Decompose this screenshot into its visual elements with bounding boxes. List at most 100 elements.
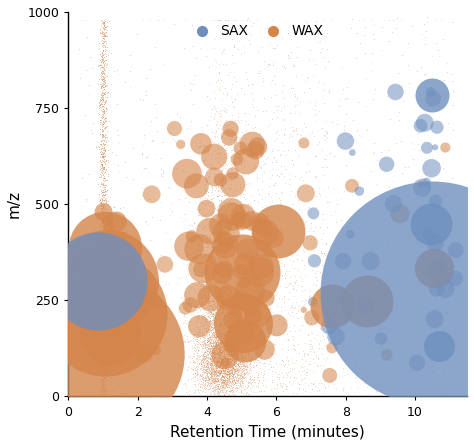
Point xyxy=(230,359,238,366)
Point xyxy=(233,211,240,218)
Point xyxy=(214,363,222,370)
Point xyxy=(216,111,224,118)
Point xyxy=(216,305,224,312)
Point xyxy=(228,337,236,344)
Point xyxy=(199,345,207,352)
Point xyxy=(228,236,236,244)
Point xyxy=(98,128,105,135)
Point xyxy=(201,338,208,345)
Point xyxy=(206,314,214,322)
Point xyxy=(227,135,235,142)
Point xyxy=(234,314,242,322)
Point xyxy=(98,160,105,167)
Point xyxy=(101,91,109,98)
Point xyxy=(226,315,234,322)
Point xyxy=(237,277,244,284)
Point xyxy=(223,364,231,371)
Point xyxy=(148,260,156,267)
Point xyxy=(216,323,223,330)
Point xyxy=(252,147,259,154)
Point xyxy=(205,318,213,325)
Point xyxy=(435,159,443,166)
Point xyxy=(230,357,237,364)
Point xyxy=(222,355,230,362)
Point xyxy=(103,89,111,96)
Point xyxy=(100,65,108,72)
Point xyxy=(303,351,311,358)
Point xyxy=(210,366,218,373)
Point xyxy=(208,342,215,349)
Point xyxy=(219,334,227,341)
Point xyxy=(238,275,246,282)
Point xyxy=(206,348,214,355)
Point xyxy=(216,384,223,391)
Point xyxy=(216,87,224,94)
Point xyxy=(205,306,213,313)
Point xyxy=(199,348,206,355)
Point xyxy=(213,358,221,365)
Point xyxy=(199,248,207,255)
Point xyxy=(99,157,107,165)
Point xyxy=(222,349,229,356)
Point xyxy=(198,301,206,308)
Point xyxy=(246,297,254,305)
Point xyxy=(223,210,231,217)
Point xyxy=(220,294,228,301)
Point xyxy=(240,294,248,301)
Point xyxy=(206,309,213,316)
Point xyxy=(230,377,238,384)
Point xyxy=(234,333,242,340)
Point xyxy=(229,370,237,377)
Point xyxy=(239,383,246,390)
Point xyxy=(308,319,315,326)
Point xyxy=(190,330,197,337)
Point xyxy=(226,289,233,297)
Point xyxy=(322,384,329,391)
Point xyxy=(237,273,244,280)
Point xyxy=(100,153,107,161)
Point xyxy=(232,346,239,353)
Point xyxy=(101,153,109,160)
Point xyxy=(196,387,203,394)
Point xyxy=(215,323,223,330)
Point xyxy=(236,357,244,364)
Point xyxy=(256,299,264,306)
Point xyxy=(209,282,217,289)
Point xyxy=(97,293,105,300)
Point xyxy=(244,319,251,326)
Point xyxy=(230,200,237,207)
Point xyxy=(435,236,443,243)
Point xyxy=(234,326,241,333)
Point xyxy=(234,343,241,350)
Point xyxy=(259,78,267,85)
Point xyxy=(192,198,200,206)
Point xyxy=(248,237,255,244)
Point xyxy=(100,109,108,116)
Point xyxy=(301,219,308,227)
Point xyxy=(225,298,233,305)
Point xyxy=(222,358,229,365)
Point xyxy=(100,338,108,345)
Point xyxy=(100,301,108,308)
Point xyxy=(239,368,246,375)
Point xyxy=(231,285,238,292)
Point xyxy=(228,367,236,374)
Point xyxy=(237,281,245,288)
Point xyxy=(278,140,285,147)
Point xyxy=(226,391,234,398)
Point xyxy=(381,194,389,201)
Point xyxy=(310,257,318,264)
Point xyxy=(202,216,210,223)
Point xyxy=(217,225,225,232)
Point xyxy=(278,241,285,248)
Point xyxy=(103,342,110,349)
Point xyxy=(213,314,220,321)
Point xyxy=(218,113,225,120)
Point xyxy=(254,379,261,386)
Point xyxy=(220,256,228,264)
Point xyxy=(227,344,234,351)
Point xyxy=(101,214,109,221)
Point xyxy=(240,368,247,376)
Point xyxy=(241,256,249,264)
Point xyxy=(219,355,226,363)
